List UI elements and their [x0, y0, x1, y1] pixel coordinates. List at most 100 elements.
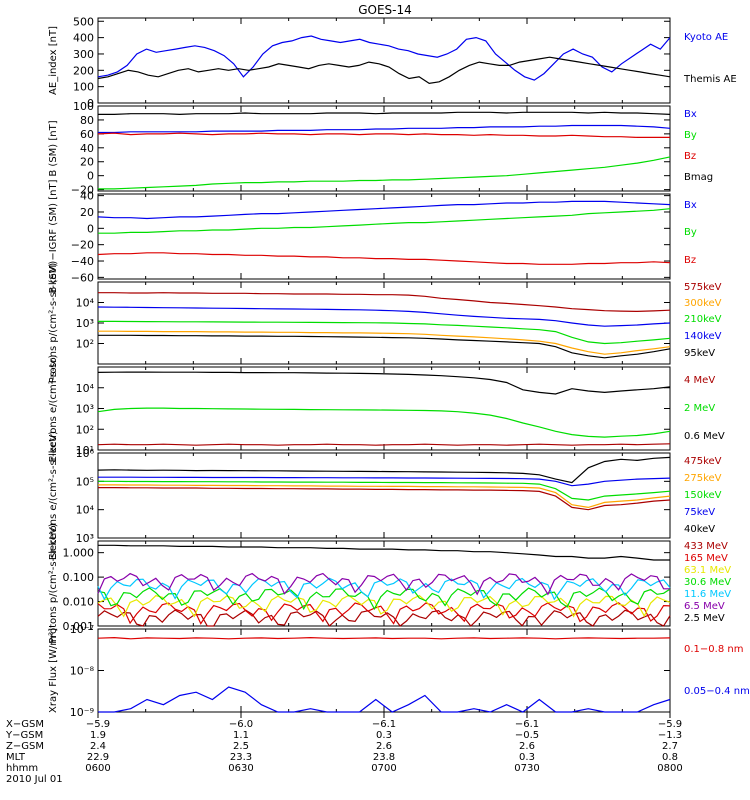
- x-column-value: 2.7: [662, 741, 678, 752]
- series-line-themis-ae: [97, 56, 671, 85]
- series-line-2-mev: [97, 407, 671, 438]
- series-line-30-6-mev: [97, 587, 671, 611]
- series-line-bx: [98, 124, 671, 134]
- series-line-bz: [97, 132, 670, 138]
- y-axis-label: Electrons e/(cm²-s-sr-keV): [48, 431, 59, 560]
- legend-95kev: 95keV: [684, 348, 715, 359]
- date-label: 2010 Jul 01: [6, 774, 63, 785]
- y-tick-label: 10²: [76, 423, 94, 436]
- y-tick-label: −20: [71, 184, 94, 197]
- y-tick-label: 0.001: [63, 620, 95, 633]
- series-line-475kev: [98, 487, 671, 511]
- y-tick-label: 40: [80, 190, 94, 203]
- legend-30-6-mev: 30.6 MeV: [684, 577, 731, 588]
- x-column-value: −5.9: [658, 719, 682, 730]
- y-tick-label: 0: [87, 170, 94, 183]
- series-line-63-1-mev: [97, 594, 671, 618]
- series-line-150kev: [98, 480, 671, 501]
- x-row-label: hhmm: [6, 763, 38, 774]
- series-line-bx: [97, 200, 671, 220]
- legend-0-05-0-4-nm: 0.05−0.4 nm: [684, 686, 750, 697]
- y-tick-label: 10⁻⁹: [70, 706, 94, 719]
- x-column-value: 22.9: [87, 752, 109, 763]
- y-tick-label: 0.010: [63, 596, 95, 609]
- y-tick-label: 500: [73, 15, 94, 28]
- panel-3: −60 −40 −20 0 20 40 B (SM)−IGRF (SM) [nT] Bx By B…: [48, 179, 697, 293]
- y-tick-label: 10⁶: [76, 447, 95, 460]
- series-line-11-6-mev: [97, 577, 671, 601]
- x-column-value: 1.9: [90, 730, 106, 741]
- y-tick-label: 300: [73, 48, 94, 61]
- y-tick-label: 10³: [76, 532, 94, 545]
- legend-75kev: 75keV: [684, 507, 715, 518]
- y-axis-label: AE_index [nT]: [48, 26, 59, 95]
- series-line-575kev: [98, 292, 671, 313]
- x-column-value: −6.1: [372, 719, 396, 730]
- x-column-value: 0.3: [376, 730, 392, 741]
- y-tick-label: 10¹: [76, 444, 94, 457]
- y-tick-label: 10³: [76, 403, 94, 416]
- y-tick-label: 200: [73, 64, 94, 77]
- y-tick-label: 60: [80, 128, 94, 141]
- legend-433-mev: 433 MeV: [684, 541, 728, 552]
- legend-kyoto-ae: Kyoto AE: [684, 32, 728, 43]
- x-column-value: 0630: [228, 763, 253, 774]
- y-tick-label: 0: [87, 97, 94, 110]
- y-tick-label: 10³: [76, 317, 94, 330]
- series-line-6-5-mev: [97, 572, 670, 596]
- y-axis-label: Protons p/(cm²-s-sr-keV): [48, 523, 59, 644]
- y-tick-label: 100: [73, 100, 94, 113]
- legend-bx: Bx: [684, 200, 697, 211]
- x-column-value: 0730: [514, 763, 539, 774]
- y-tick-label: 10²: [76, 338, 94, 351]
- y-axis-label: Electrons e/(cm²-s-sr): [48, 355, 59, 463]
- legend-165-mev: 165 MeV: [684, 553, 728, 564]
- panel-frame: [97, 193, 671, 280]
- y-tick-label: 1.000: [63, 547, 95, 560]
- legend-by: By: [684, 130, 697, 141]
- y-tick-label: 20: [80, 206, 94, 219]
- legend-150kev: 150keV: [684, 490, 722, 501]
- panel-frame: [97, 452, 671, 539]
- legend-2-5-mev: 2.5 MeV: [684, 613, 725, 624]
- legend-2-mev: 2 MeV: [684, 403, 715, 414]
- y-axis-label: B (SM) [nT]: [48, 120, 59, 176]
- y-axis-label: Xray Flux [W/m²]: [48, 628, 59, 713]
- panel-frame: [97, 105, 671, 192]
- panel-4: 10² 10³ 10⁴ Protons p/(cm²-s-sr-keV) 575keV 3…: [48, 263, 722, 384]
- series-line-300kev: [98, 330, 671, 355]
- x-column-value: −5.9: [86, 719, 110, 730]
- y-axis-label: B (SM)−IGRF (SM) [nT]: [48, 179, 59, 293]
- series-line-0-6-mev: [97, 371, 671, 395]
- series-line-by: [98, 156, 671, 190]
- series-line-4-mev: [97, 443, 671, 446]
- series-line-by: [98, 208, 671, 234]
- y-tick-label: 400: [73, 32, 94, 45]
- y-tick-label: 10⁴: [76, 297, 95, 310]
- legend-bmag: Bmag: [684, 172, 713, 183]
- x-row-label: Z−GSM: [6, 741, 44, 752]
- x-column-value: 2.4: [90, 741, 106, 752]
- panel-frame: [97, 17, 671, 104]
- legend-63-1-mev: 63.1 MeV: [684, 565, 731, 576]
- legend-300kev: 300keV: [684, 298, 722, 309]
- legend-275kev: 275keV: [684, 473, 722, 484]
- x-column-value: 1.1: [233, 730, 249, 741]
- panel-7: 0.001 0.010 0.100 1.000 Protons p/(cm²-s-sr-…: [48, 523, 731, 644]
- x-column-value: 23.8: [373, 752, 395, 763]
- panel-5: 10¹ 10² 10³ 10⁴ Electrons e/(cm²-s-sr) 4 MeV 2…: [48, 355, 725, 463]
- legend-575kev: 575keV: [684, 282, 722, 293]
- legend-bx: Bx: [684, 109, 697, 120]
- x-column-value: −0.5: [515, 730, 539, 741]
- y-tick-label: 10⁻⁷: [70, 623, 94, 636]
- series-line-275kev: [98, 484, 671, 509]
- series-line-bz: [97, 252, 671, 265]
- x-column-value: −6.0: [229, 719, 253, 730]
- series-line-bmag: [98, 111, 671, 116]
- figure-title: GOES-14: [358, 3, 412, 17]
- legend-bz: Bz: [684, 255, 696, 266]
- x-column-value: 2.6: [376, 741, 392, 752]
- series-line-0-05-0-4-nm: [98, 686, 671, 713]
